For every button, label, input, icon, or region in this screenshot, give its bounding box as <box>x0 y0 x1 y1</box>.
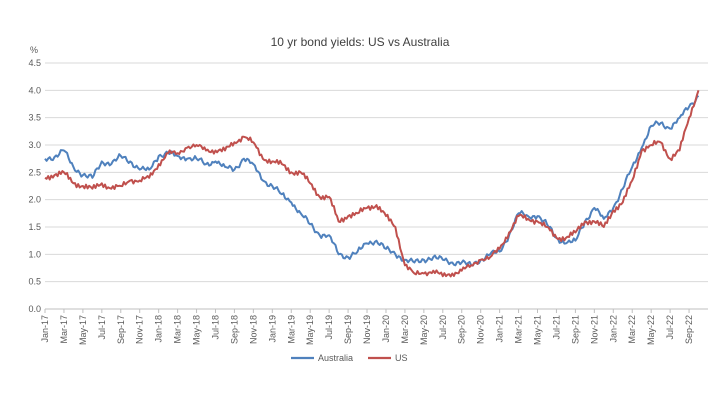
x-tick-label: Nov-20 <box>476 315 486 344</box>
y-tick-label: 2.0 <box>28 195 41 205</box>
y-tick-label: 0.5 <box>28 277 41 287</box>
y-tick-label: 3.5 <box>28 113 41 123</box>
y-tick-label: 4.0 <box>28 85 41 95</box>
x-tick-label: May-21 <box>533 315 543 345</box>
legend-label-us: US <box>395 353 408 363</box>
x-tick-label: Sep-20 <box>457 315 467 344</box>
gridlines <box>45 62 708 310</box>
x-tick-label: May-22 <box>646 315 656 345</box>
x-tick-label: Mar-22 <box>627 315 637 344</box>
x-tick-label: Sep-19 <box>343 315 353 344</box>
x-tick-label: May-18 <box>192 315 202 345</box>
y-tick-label: 1.0 <box>28 249 41 259</box>
x-tick-label: Sep-18 <box>229 315 239 344</box>
x-tick-label: Nov-18 <box>248 315 258 344</box>
x-tick-label: Jan-20 <box>381 315 391 343</box>
x-tick-label: Jul-21 <box>551 315 561 340</box>
y-tick-label: 4.5 <box>28 58 41 68</box>
x-tick-label: Sep-21 <box>570 315 580 344</box>
x-tick-label: Jul-20 <box>438 315 448 340</box>
x-tick-label: May-17 <box>78 315 88 345</box>
x-axis-tick-labels: Jan-17 Mar-17 May-17 Jul-17 Sep-17 Nov-17 Jan-… <box>40 309 694 345</box>
x-tick-label: Sep-22 <box>684 315 694 344</box>
x-tick-label: Mar-21 <box>514 315 524 344</box>
legend: Australia US <box>291 353 408 363</box>
x-tick-label: Jul-18 <box>210 315 220 340</box>
series-line-australia <box>44 94 700 267</box>
y-tick-label: 0.0 <box>28 304 41 314</box>
series-lines <box>44 89 700 278</box>
y-axis-unit-label: % <box>30 45 38 55</box>
x-tick-label: Jan-17 <box>40 315 50 343</box>
x-tick-label: Nov-19 <box>362 315 372 344</box>
x-tick-label: Jan-18 <box>154 315 164 343</box>
y-tick-label: 3.0 <box>28 140 41 150</box>
chart-title: 10 yr bond yields: US vs Australia <box>271 35 450 49</box>
y-axis-tick-labels: 0.0 0.5 1.0 1.5 2.0 2.5 3.0 3.5 4.0 4.5 <box>28 58 41 314</box>
x-tick-label: Nov-21 <box>589 315 599 344</box>
x-tick-label: Jul-19 <box>324 315 334 340</box>
x-tick-label: Mar-20 <box>400 315 410 344</box>
x-tick-label: Sep-17 <box>116 315 126 344</box>
x-tick-label: Jan-22 <box>608 315 618 343</box>
series-line-us <box>44 89 700 278</box>
y-tick-label: 2.5 <box>28 167 41 177</box>
x-tick-label: Jan-21 <box>495 315 505 343</box>
x-tick-label: Jul-22 <box>665 315 675 340</box>
x-tick-label: Mar-19 <box>286 315 296 344</box>
legend-label-australia: Australia <box>318 353 353 363</box>
y-tick-label: 1.5 <box>28 222 41 232</box>
x-tick-label: Jul-17 <box>97 315 107 340</box>
x-tick-label: Nov-17 <box>135 315 145 344</box>
x-tick-label: Mar-18 <box>173 315 183 344</box>
x-tick-label: Jan-19 <box>267 315 277 343</box>
x-tick-label: May-19 <box>305 315 315 345</box>
x-tick-label: Mar-17 <box>59 315 69 344</box>
x-tick-label: May-20 <box>419 315 429 345</box>
